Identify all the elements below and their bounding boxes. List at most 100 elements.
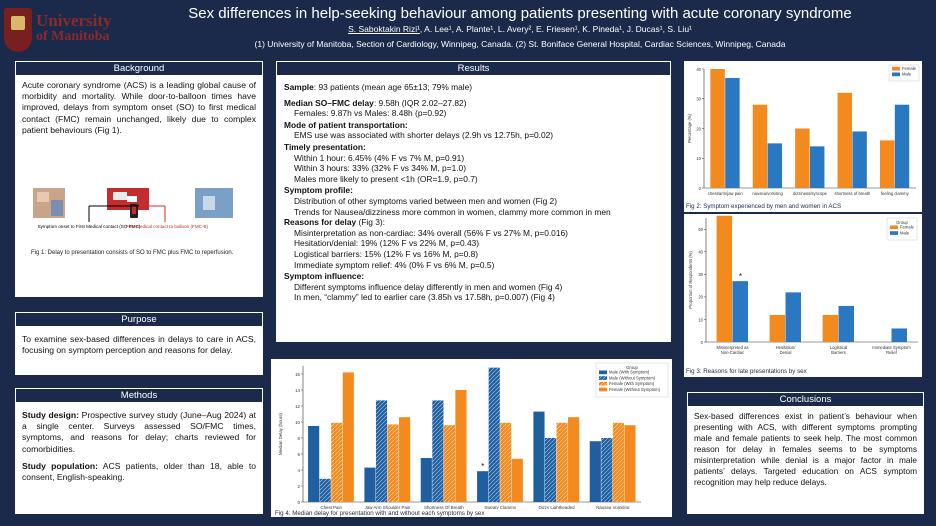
x-tick-label: Logistical Barriers — [830, 345, 848, 355]
legend-swatch — [892, 66, 900, 71]
bar-male-with-symptom- — [308, 426, 320, 502]
x-tick-label: Sweaty Clammy — [484, 505, 517, 509]
bar-male — [894, 104, 910, 188]
poster-title: Sex differences in help-seeking behaviou… — [188, 5, 852, 22]
legend-swatch — [892, 72, 900, 77]
bar-male-without-symptom- — [601, 438, 613, 502]
timely-3: Males more likely to present <1h (OR=1.9… — [294, 173, 478, 184]
legend-swatch — [599, 381, 607, 386]
bar-female — [822, 314, 839, 342]
bar-female-with-symptom- — [331, 422, 343, 502]
bar-male-with-symptom- — [477, 471, 489, 502]
authors-rest: , A. Lee¹, A. Plante¹, L. Avery², E. Fri… — [419, 24, 692, 34]
legend-label: Male (Without Symptom) — [609, 375, 656, 380]
fig3-chart: 0 10 20 30 40 50 Proportion of Respondents (%)… — [688, 215, 918, 355]
bar-male — [732, 281, 748, 342]
legend-swatch — [599, 370, 607, 375]
background-panel: Background Acute coronary syndrome (ACS)… — [14, 60, 264, 298]
y-tick-label: 40 — [696, 67, 701, 72]
timely-1: Within 1 hour: 6.45% (4% F vs 7% M, p=0.… — [294, 152, 465, 163]
conclusions-heading: Conclusions — [687, 392, 924, 407]
y-tick-label: 8 — [298, 436, 301, 441]
y-axis-label: Median Delay (hours) — [278, 412, 283, 455]
design-label: Study design: — [22, 410, 80, 420]
x-tick-label: feeling clammy — [881, 191, 910, 196]
legend-label: Female — [902, 66, 917, 71]
legend-label: Male (With Symptom) — [609, 370, 650, 375]
profile-label: Symptom profile: — [284, 185, 353, 196]
results-body: Sample: 93 patients (mean age 65±13; 79%… — [276, 76, 671, 306]
fig2-chart: 0 10 20 30 40 Percentage (%) chest/arm/jaw pai… — [687, 64, 920, 196]
reasons-1: Misinterpretation as non-cardiac: 34% ov… — [294, 227, 568, 238]
y-tick-label: 10 — [698, 317, 703, 322]
influence-2: In men, “clammy” led to earlier care (3.… — [294, 292, 555, 303]
bar-female-without-symptom- — [342, 372, 354, 502]
bar-female — [879, 140, 895, 188]
fig4-chart: 0 2 4 6 8 10 12 14 16 Median Delay (hours) Chest P… — [278, 362, 669, 510]
results-panel: Results Sample: 93 patients (mean age 65… — [275, 60, 672, 343]
fig4-panel: 0 2 4 6 8 10 12 14 16 Median Delay (hours) Chest P… — [270, 358, 673, 518]
significance-marker: * — [481, 462, 484, 471]
transport-label: Mode of patient transportation: — [284, 119, 408, 130]
authors: S. Saboktakin Rizi¹, A. Lee¹, A. Plante¹… — [120, 24, 920, 34]
bar-female — [769, 314, 786, 342]
bar-male-with-symptom- — [533, 411, 545, 502]
x-tick-label: nausea/vomiting — [752, 191, 783, 196]
bar-female-with-symptom- — [556, 422, 568, 502]
reasons-line: Reasons for delay (Fig 3): — [284, 217, 386, 228]
bar-male — [852, 131, 867, 188]
population-text: ACS patients, older than 18, able to con… — [22, 460, 257, 483]
x-tick-label: dizziness/syncope — [793, 191, 828, 196]
methods-panel: Methods Study design: Prospective survey… — [14, 387, 264, 515]
bar-male — [838, 305, 854, 342]
median-sub: Females: 9.87h vs Males: 8.48h (p=0.92) — [294, 108, 447, 119]
timely-label: Timely presentation: — [284, 141, 366, 152]
methods-heading: Methods — [15, 388, 263, 403]
y-tick-label: 10 — [295, 420, 300, 425]
bar-male-without-symptom- — [488, 367, 500, 502]
bar-female — [716, 215, 733, 342]
sample-line: Sample: 93 patients (mean age 65±13; 79%… — [284, 82, 473, 92]
purpose-panel: Purpose To examine sex-based differences… — [14, 311, 264, 376]
y-tick-label: 30 — [696, 97, 701, 102]
bar-female-without-symptom- — [624, 425, 636, 502]
legend-label: Female (With Symptom) — [609, 381, 655, 386]
design-text: Prospective survey study (June–Aug 2024)… — [22, 410, 256, 454]
bar-male — [725, 77, 740, 188]
legend-swatch — [890, 231, 898, 235]
first-author: S. Saboktakin Rizi¹ — [348, 24, 420, 34]
timely-2: Within 3 hours: 33% (32% F vs 34% M, p=1… — [294, 163, 466, 174]
bar-female-with-symptom- — [443, 425, 455, 502]
x-tick-label: Jaw Arm Shoulder Pain — [365, 505, 411, 509]
y-axis-label: Proportion of Respondents (%) — [688, 251, 693, 309]
fig2-panel: 0 10 20 30 40 Percentage (%) chest/arm/jaw pai… — [683, 60, 923, 213]
fig1-diagram: Symptom onset to First Medical contact (… — [33, 188, 233, 229]
reasons-4: Immediate symptom relief: 4% (0% F vs 6%… — [294, 259, 495, 270]
bar-male-without-symptom- — [375, 400, 388, 502]
background-heading: Background — [15, 61, 263, 76]
y-tick-label: 10 — [696, 156, 701, 161]
purpose-text: To examine sex-based differences in dela… — [22, 334, 256, 356]
bar-female — [710, 69, 725, 188]
bar-female-with-symptom- — [387, 424, 399, 502]
fig2-caption: Fig 2: Symptom experienced by men and wo… — [686, 203, 842, 210]
y-tick-label: 20 — [696, 126, 701, 131]
x-tick-label: Hesitation/Denial — [776, 345, 797, 355]
conclusions-panel: Conclusions Sex-based differences exist … — [686, 391, 925, 515]
reasons-3: Logistical barriers: 15% (12% F vs 16% M… — [294, 248, 479, 259]
bar-male — [810, 146, 825, 188]
y-tick-label: 0 — [298, 500, 301, 505]
bar-female-without-symptom- — [511, 458, 523, 502]
bar-male-with-symptom- — [420, 458, 432, 502]
y-tick-label: 16 — [295, 372, 300, 377]
poster-header: University of Manitoba Sex differences i… — [0, 0, 936, 58]
x-tick-label: Nausea Vomiting — [596, 505, 630, 509]
bar-female — [837, 92, 852, 188]
fig1-caption: Fig 1: Delay to presentation consists of… — [31, 250, 234, 256]
bar-female-with-symptom- — [612, 422, 624, 502]
crest-icon — [4, 8, 32, 52]
transport-sub: EMS use was associated with shorter dela… — [294, 130, 554, 141]
bar-female-without-symptom- — [455, 390, 467, 502]
legend-label: Male — [902, 72, 912, 77]
methods-population: Study population: ACS patients, older th… — [15, 459, 263, 487]
